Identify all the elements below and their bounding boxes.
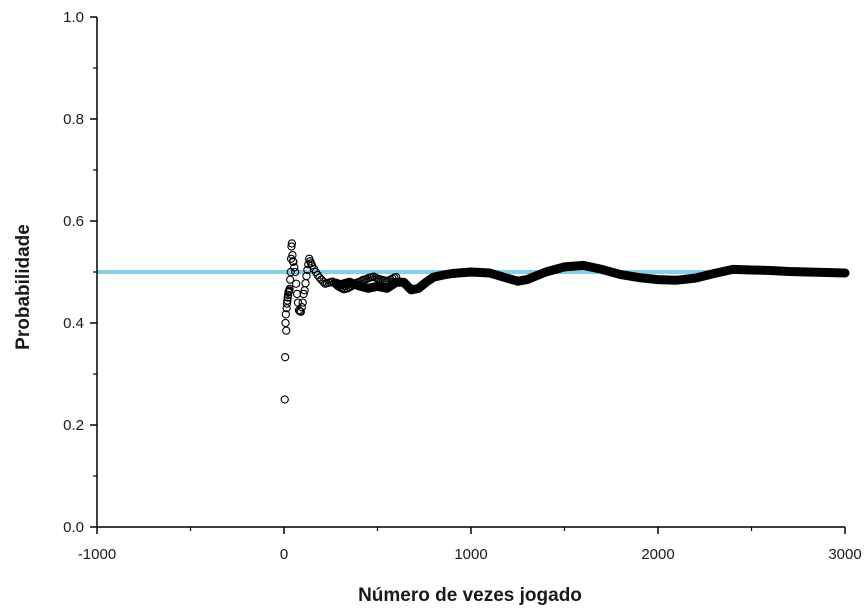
x-tick-label: 1000 xyxy=(454,546,487,563)
data-point xyxy=(302,271,311,281)
data-point xyxy=(292,289,302,299)
data-point xyxy=(356,277,365,286)
y-tick-label: 0.8 xyxy=(63,111,84,128)
axes: -1000 0 1000 2000 3000 0.0 0.2 0.4 0.6 0.8 1.0 xyxy=(63,9,862,563)
y-tick-label: 0.2 xyxy=(63,417,84,434)
data-point xyxy=(299,289,308,299)
data-point xyxy=(388,274,397,283)
data-point xyxy=(290,263,299,272)
data-point xyxy=(371,273,380,282)
data-point xyxy=(281,310,291,319)
y-tick-label: 1.0 xyxy=(63,9,84,26)
y-tick-label: 0.4 xyxy=(63,315,84,332)
x-axis-title: Número de vezes jogado xyxy=(358,585,582,606)
data-point xyxy=(296,307,305,316)
data-point xyxy=(280,353,290,362)
data-point xyxy=(298,298,307,307)
data-point xyxy=(392,272,401,282)
data-point xyxy=(281,318,290,328)
data-point xyxy=(285,284,294,293)
data-point xyxy=(283,296,292,305)
data-point xyxy=(287,239,297,248)
data-point xyxy=(291,267,300,277)
data-point xyxy=(282,326,291,335)
data-point xyxy=(282,299,292,308)
x-tick-label: -1000 xyxy=(78,546,116,563)
y-tick-label: 0.6 xyxy=(63,213,84,230)
data-point xyxy=(301,279,310,288)
data-point xyxy=(362,274,371,284)
y-tick-label: 0.0 xyxy=(63,519,84,536)
data-point xyxy=(280,395,289,404)
series-layer xyxy=(280,239,850,404)
x-tick-label: 2000 xyxy=(641,546,674,563)
data-point xyxy=(292,279,301,288)
data-point xyxy=(303,265,312,275)
y-axis-title: Probabilidade xyxy=(13,224,34,350)
data-point xyxy=(287,242,296,251)
series-line xyxy=(331,260,850,295)
data-point xyxy=(289,257,298,266)
data-point xyxy=(297,303,306,312)
x-tick-label: 3000 xyxy=(828,546,861,563)
x-tick-label: 0 xyxy=(280,546,288,563)
